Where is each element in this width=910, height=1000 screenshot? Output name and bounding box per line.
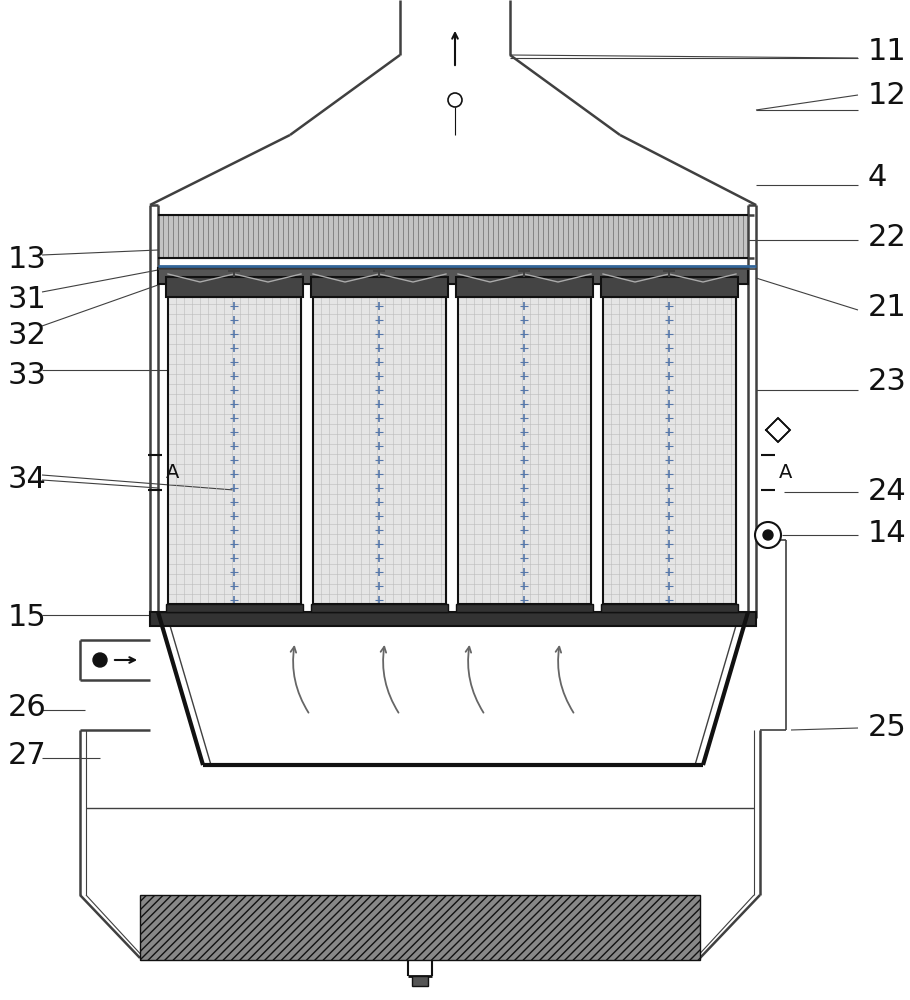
Bar — [166, 604, 303, 612]
Text: 13: 13 — [8, 245, 47, 274]
Text: 21: 21 — [868, 294, 906, 322]
Bar — [166, 277, 303, 297]
Bar — [601, 604, 738, 612]
Bar — [158, 268, 748, 284]
Bar — [603, 297, 736, 604]
Bar — [456, 277, 593, 297]
Text: 27: 27 — [8, 740, 46, 770]
Text: 34: 34 — [8, 466, 47, 494]
Text: 12: 12 — [868, 81, 906, 109]
Bar — [412, 976, 428, 986]
Bar — [140, 895, 700, 960]
Circle shape — [755, 522, 781, 548]
Circle shape — [93, 653, 107, 667]
Polygon shape — [158, 612, 748, 765]
Text: 11: 11 — [868, 37, 906, 66]
Text: 31: 31 — [8, 286, 47, 314]
Text: 33: 33 — [8, 360, 47, 389]
Circle shape — [763, 530, 773, 540]
Bar — [311, 604, 448, 612]
Bar — [168, 297, 301, 604]
Text: 26: 26 — [8, 694, 46, 722]
Bar — [150, 612, 756, 626]
Text: A: A — [779, 464, 793, 483]
Text: 22: 22 — [868, 224, 906, 252]
Bar — [311, 277, 448, 297]
Text: A: A — [166, 464, 179, 483]
Bar — [601, 277, 738, 297]
Bar — [313, 297, 446, 604]
Text: 23: 23 — [868, 367, 907, 396]
Text: 25: 25 — [868, 714, 906, 742]
Text: 15: 15 — [8, 603, 46, 633]
Text: 32: 32 — [8, 320, 47, 350]
Text: 4: 4 — [868, 163, 887, 192]
Bar — [456, 604, 593, 612]
Text: 24: 24 — [868, 478, 906, 506]
Polygon shape — [766, 418, 790, 442]
Bar — [458, 297, 591, 604]
Text: 14: 14 — [868, 518, 906, 548]
